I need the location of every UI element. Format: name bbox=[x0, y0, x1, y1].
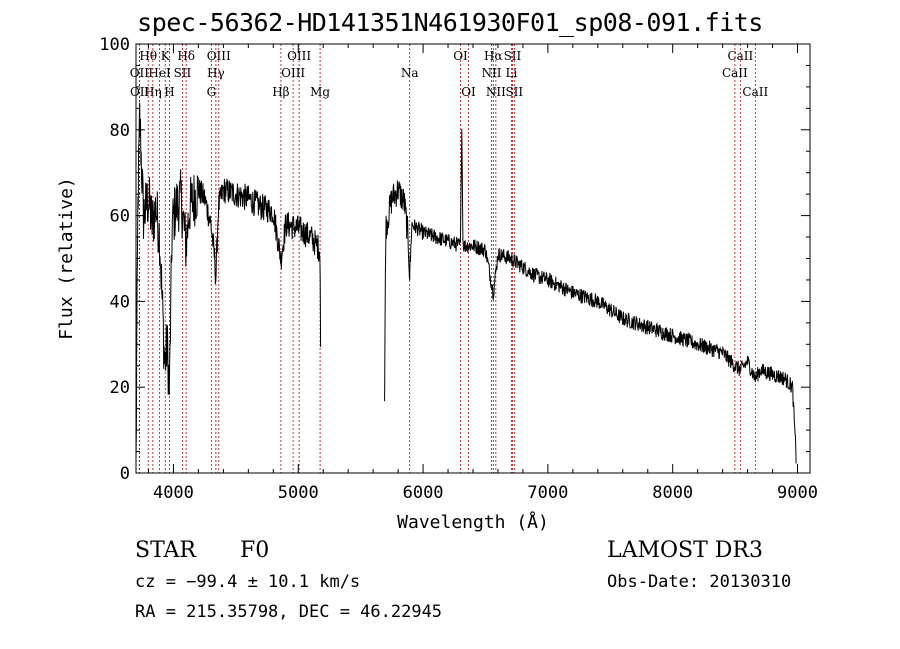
line-label-mg: Mg bbox=[310, 85, 330, 99]
line-label-hθ: Hθ bbox=[139, 49, 157, 63]
x-tick-label: 8000 bbox=[652, 483, 693, 503]
y-tick-label: 40 bbox=[110, 292, 130, 312]
line-label-oiii: OIII bbox=[287, 49, 311, 63]
line-label-hα: Hα bbox=[484, 49, 503, 63]
y-axis-ticks: 0 20 40 60 80 100 bbox=[99, 35, 810, 484]
line-label-oiii: OIII bbox=[207, 49, 231, 63]
line-label-hγ: Hγ bbox=[207, 66, 225, 80]
y-tick-label: 60 bbox=[110, 207, 130, 227]
x-tick-label: 4000 bbox=[153, 483, 194, 503]
line-label-hei: HeI bbox=[148, 66, 171, 80]
y-axis-label: Flux (relative) bbox=[56, 177, 77, 340]
x-axis-ticks: 4000 5000 6000 7000 8000 9000 bbox=[147, 44, 818, 503]
spectral-line-labels: OIIOIIHθHηHeIKHSIIHδGHγOIIIHβOIIIOIIIMgN… bbox=[130, 49, 769, 99]
chart-title: spec-56362-HD141351N461930F01_sp08-091.f… bbox=[137, 8, 763, 37]
y-tick-label: 100 bbox=[99, 35, 130, 55]
flux-series-line bbox=[135, 102, 797, 464]
line-label-na: Na bbox=[401, 66, 419, 80]
x-axis-label: Wavelength (Å) bbox=[397, 511, 549, 533]
line-label-hβ: Hβ bbox=[272, 85, 289, 99]
x-tick-label: 5000 bbox=[278, 483, 319, 503]
line-label-caii: CaII bbox=[722, 66, 748, 80]
observation-date: Obs-Date: 20130310 bbox=[607, 572, 792, 592]
line-label-oii: OII bbox=[130, 66, 150, 80]
line-label-oii: OII bbox=[130, 85, 150, 99]
y-tick-label: 20 bbox=[110, 378, 130, 398]
x-tick-label: 6000 bbox=[403, 483, 444, 503]
line-label-oiii: OIII bbox=[281, 66, 305, 80]
plot-frame bbox=[135, 43, 811, 474]
redshift-value: cz = −99.4 ± 10.1 km/s bbox=[135, 572, 361, 592]
y-tick-label: 0 bbox=[120, 464, 130, 484]
line-label-h: H bbox=[164, 85, 174, 99]
line-label-hη: Hη bbox=[144, 85, 162, 99]
line-label-caii: CaII bbox=[727, 49, 753, 63]
line-label-hδ: Hδ bbox=[177, 49, 195, 63]
survey-name: LAMOST DR3 bbox=[607, 538, 763, 563]
object-class: STAR bbox=[135, 538, 196, 563]
x-tick-label: 9000 bbox=[777, 483, 818, 503]
sky-coordinates: RA = 215.35798, DEC = 46.22945 bbox=[135, 602, 443, 622]
line-label-sii: SII bbox=[504, 49, 522, 63]
y-tick-label: 80 bbox=[110, 121, 130, 141]
spectral-line-markers bbox=[138, 44, 756, 473]
line-label-li: Li bbox=[506, 66, 518, 80]
line-label-k: K bbox=[161, 49, 171, 63]
object-subclass: F0 bbox=[240, 538, 270, 563]
line-label-nii: NII bbox=[486, 85, 506, 99]
line-label-sii: SII bbox=[174, 66, 192, 80]
line-label-g: G bbox=[207, 85, 217, 99]
x-tick-label: 7000 bbox=[527, 483, 568, 503]
line-label-nii: NII bbox=[481, 66, 501, 80]
line-label-oi: OI bbox=[453, 49, 468, 63]
line-label-oi: OI bbox=[461, 85, 476, 99]
line-label-caii: CaII bbox=[742, 85, 768, 99]
line-label-sii: SII bbox=[505, 85, 523, 99]
